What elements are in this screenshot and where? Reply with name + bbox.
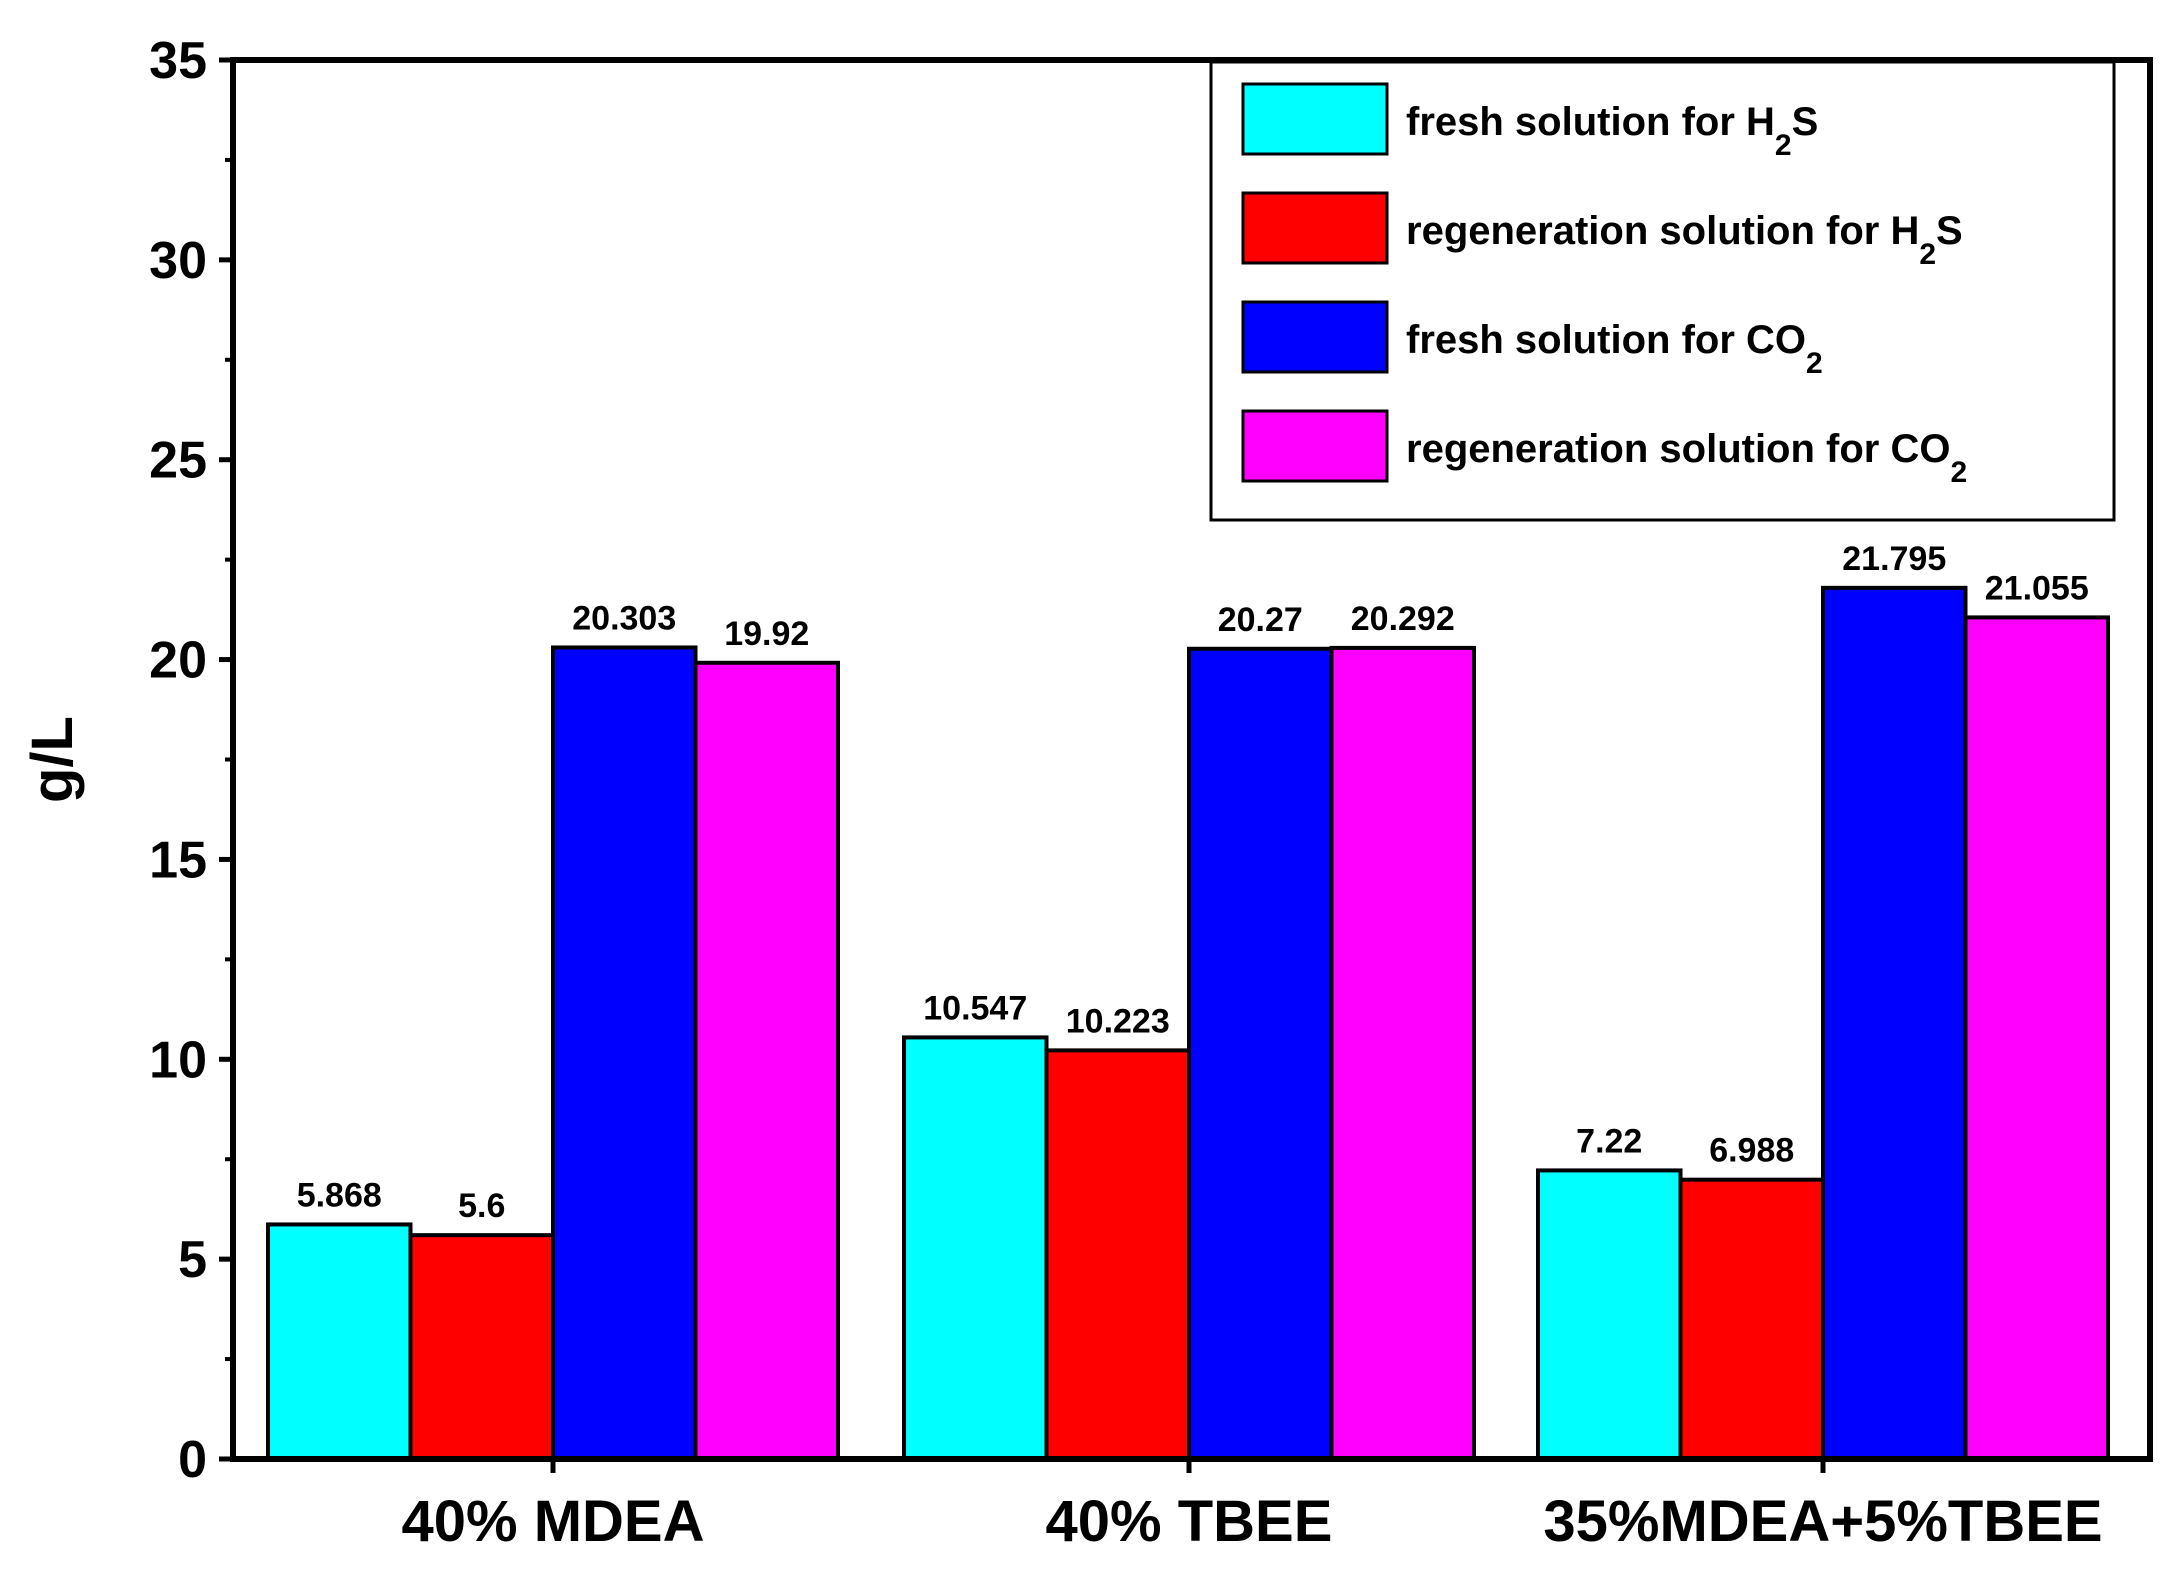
x-tick-label: 40% MDEA bbox=[402, 1489, 705, 1554]
y-tick-label: 30 bbox=[149, 232, 207, 290]
bar bbox=[1044, 1048, 1191, 1461]
bar bbox=[408, 1233, 555, 1462]
data-label: 20.303 bbox=[572, 599, 676, 637]
y-axis: 0 5 10 15 20 25 30 35 bbox=[149, 32, 233, 1489]
x-axis: 40% MDEA 40% TBEE 35%MDEA+5%TBEE bbox=[402, 1459, 2103, 1554]
data-label: 5.868 bbox=[297, 1176, 382, 1214]
data-labels-layer: 5.868 5.6 20.303 19.92 10.547 10.223 20.27 20.2… bbox=[297, 540, 2089, 1225]
bar bbox=[1678, 1177, 1825, 1462]
data-label: 20.292 bbox=[1351, 600, 1455, 638]
data-label: 6.988 bbox=[1709, 1132, 1794, 1170]
y-tick-label: 0 bbox=[178, 1431, 207, 1489]
legend-label: fresh solution for CO2 bbox=[1406, 318, 1823, 380]
legend-label: fresh solution for H2S bbox=[1406, 100, 1818, 162]
legend-swatch bbox=[1241, 82, 1389, 156]
data-label: 21.055 bbox=[1985, 569, 2089, 607]
bars-layer bbox=[266, 585, 2110, 1462]
data-label: 20.27 bbox=[1218, 601, 1303, 639]
y-tick-label: 25 bbox=[149, 432, 207, 490]
bar bbox=[1821, 585, 1968, 1461]
y-tick-label: 5 bbox=[178, 1231, 207, 1289]
legend-swatch bbox=[1241, 409, 1389, 483]
legend: fresh solution for H2S regeneration solut… bbox=[1209, 60, 2116, 522]
y-tick-label: 35 bbox=[149, 32, 207, 90]
y-tick-label: 20 bbox=[149, 632, 207, 690]
bar bbox=[1329, 645, 1476, 1461]
y-tick-label: 15 bbox=[149, 831, 207, 889]
data-label: 21.795 bbox=[1842, 540, 1946, 578]
bar bbox=[1536, 1168, 1683, 1461]
data-label: 5.6 bbox=[458, 1187, 505, 1225]
bar bbox=[551, 645, 698, 1461]
legend-swatch bbox=[1241, 191, 1389, 265]
data-label: 7.22 bbox=[1576, 1122, 1642, 1160]
legend-label: regeneration solution for CO2 bbox=[1406, 427, 1967, 489]
legend-label: regeneration solution for H2S bbox=[1406, 209, 1963, 271]
x-tick-label: 35%MDEA+5%TBEE bbox=[1543, 1489, 2102, 1554]
bar bbox=[1187, 646, 1334, 1461]
bar bbox=[1963, 615, 2110, 1461]
y-tick-label: 10 bbox=[149, 1031, 207, 1089]
bar bbox=[902, 1035, 1049, 1462]
data-label: 19.92 bbox=[724, 615, 809, 653]
y-axis-title: g/L bbox=[20, 716, 85, 803]
data-label: 10.547 bbox=[923, 989, 1027, 1027]
bar bbox=[693, 660, 840, 1461]
x-tick-label: 40% TBEE bbox=[1046, 1489, 1333, 1554]
legend-swatch bbox=[1241, 300, 1389, 374]
bar bbox=[266, 1222, 413, 1461]
data-label: 10.223 bbox=[1066, 1002, 1170, 1040]
